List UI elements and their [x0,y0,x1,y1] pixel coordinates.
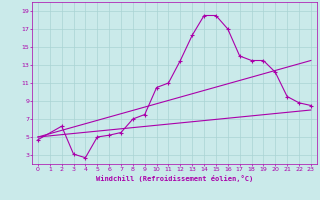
X-axis label: Windchill (Refroidissement éolien,°C): Windchill (Refroidissement éolien,°C) [96,175,253,182]
